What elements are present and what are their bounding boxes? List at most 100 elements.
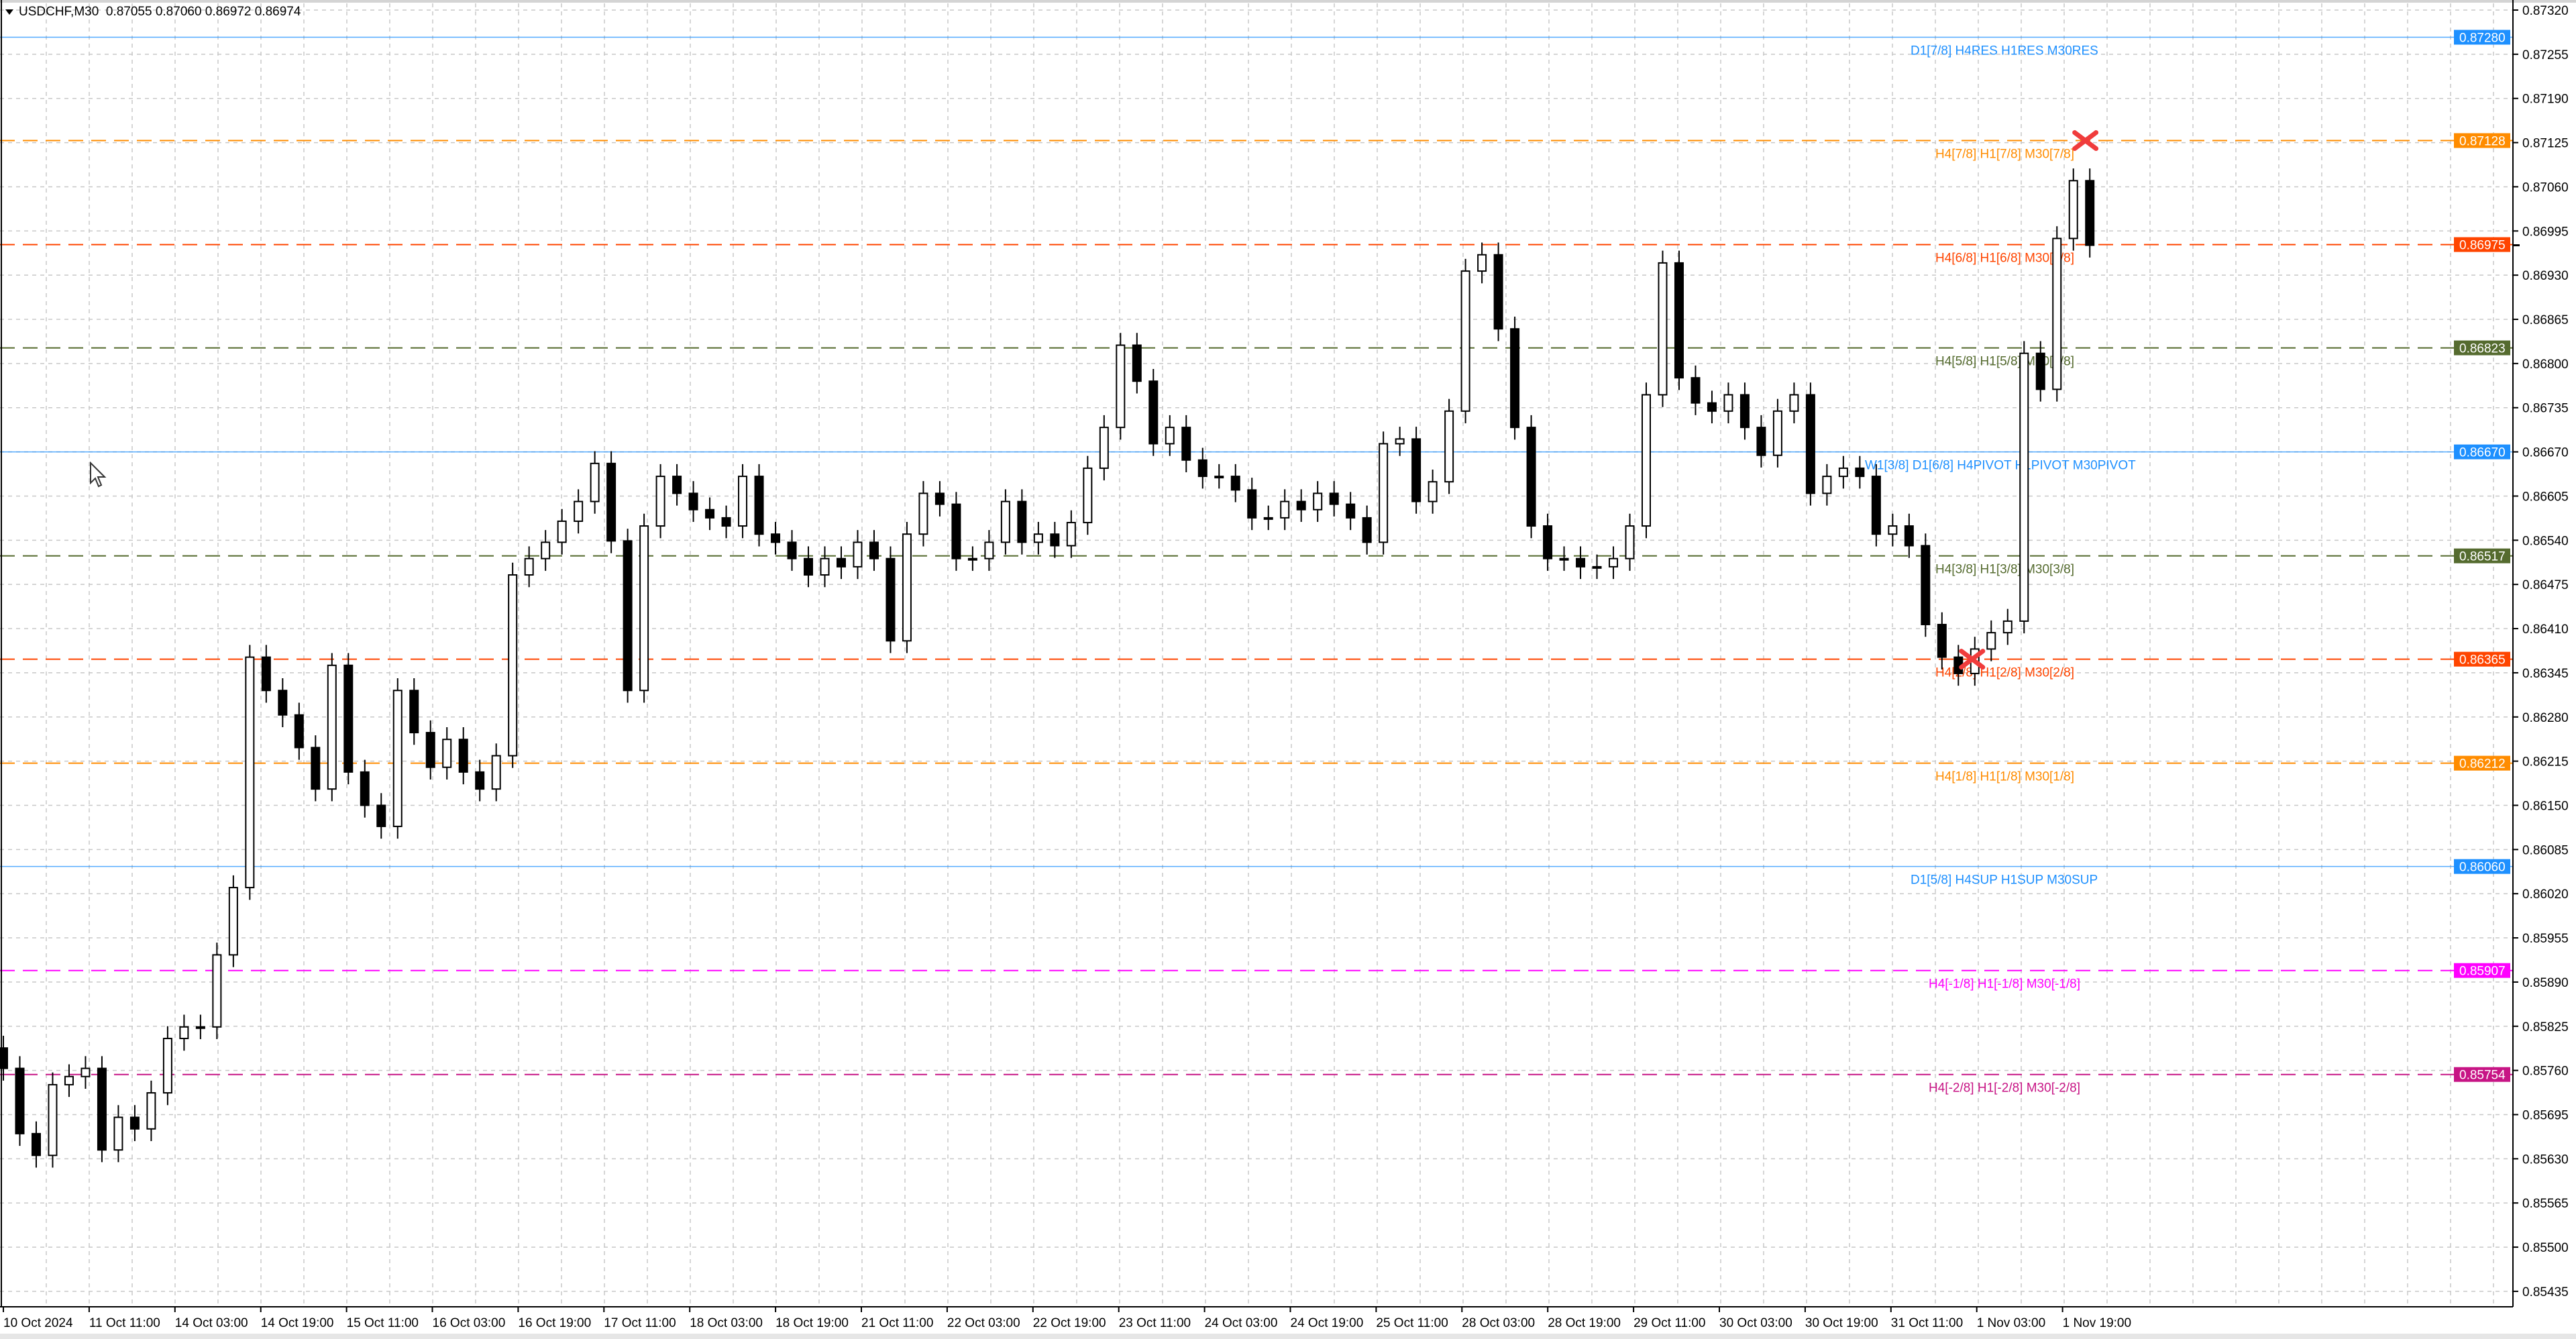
candle-bull [1280,500,1290,519]
candle-bull [820,557,830,576]
x-tick-label: 30 Oct 03:00 [1719,1316,1792,1330]
candle-bear [1855,467,1865,478]
candle-bear [1871,476,1881,535]
candle-bear [31,1132,41,1157]
candle-bear [1707,402,1717,412]
candle-bull [2052,237,2062,390]
candle-bear [623,540,633,692]
candle-bull [228,887,238,956]
y-tick-label: 0.86995 [2522,225,2569,239]
y-tick-label: 0.86150 [2522,799,2569,813]
candle-bear [606,462,616,542]
y-tick-label: 0.87190 [2522,93,2569,107]
y-tick-label: 0.85760 [2522,1065,2569,1079]
level-label: H4[-1/8] H1[-1/8] M30[-1/8] [1929,977,2080,992]
candle-bull [1986,632,1996,650]
x-tick-label: 1 Nov 03:00 [1977,1316,2045,1330]
candle-bull [48,1083,58,1157]
level-price-label: 0.86365 [2459,653,2506,667]
candle-bear [1181,427,1191,461]
candle-bear [1690,377,1701,404]
candle-bull [1559,557,1569,561]
candle-bull [1723,394,1733,412]
level-label: W1[3/8] D1[6/8] H4PIVOT H1PIVOT M30PIVOT [1865,459,2136,473]
candle-bear [278,690,288,716]
candle-bear [787,541,797,559]
candle-bull [1444,410,1454,483]
candle-bear [672,476,682,494]
y-tick-label: 0.86735 [2522,402,2569,416]
grid [0,3,2513,1307]
x-tick-label: 30 Oct 19:00 [1805,1316,1878,1330]
x-tick-label: 14 Oct 03:00 [175,1316,248,1330]
x-tick-label: 10 Oct 2024 [3,1316,73,1330]
candle-bull [1313,492,1323,511]
level-price-tag [2454,548,2510,564]
y-tick-label: 0.85630 [2522,1153,2569,1167]
candle-bull [1642,394,1651,527]
level-lines: D1[7/8] H4RES H1RES M30RES H4[7/8] H1[7/8… [0,36,2513,1095]
y-tick-label: 0.86410 [2522,623,2569,637]
candle-bear [1197,459,1208,478]
x-tick-label: 25 Oct 11:00 [1376,1316,1448,1330]
y-tick-label: 0.87255 [2522,48,2569,62]
candle-bear [1132,344,1142,382]
candle-bull [902,533,912,642]
candle-bull [1099,427,1109,469]
candle-bull [212,954,222,1028]
candle-bear [804,557,814,576]
x-tick-label: 16 Oct 19:00 [518,1316,591,1330]
x-tick-label: 31 Oct 11:00 [1891,1316,1963,1330]
chart-menu-triangle-icon[interactable] [5,9,13,15]
candle-bull [392,690,402,827]
y-tick-label: 0.86670 [2522,446,2569,460]
x-tick-label: 18 Oct 03:00 [690,1316,763,1330]
window-bottom-border [0,1334,2576,1339]
candle-bull [2002,620,2012,634]
candle-bull [918,492,928,535]
candle-bear [1493,254,1503,330]
level-price-tag [2454,755,2510,771]
x-tick-label: 17 Oct 11:00 [604,1316,676,1330]
candle-bull [1395,438,1405,445]
candle-bear [475,771,485,790]
x-tick-label: 11 Oct 11:00 [89,1316,160,1330]
candle-bull [1658,262,1668,396]
candle-bear [1904,525,1914,547]
y-tick-label: 0.87125 [2522,137,2569,151]
candle-bull [541,541,551,559]
candle-bull [508,574,518,757]
candle-bull [524,557,534,576]
candle-bull [1000,500,1010,543]
level-label: H4[6/8] H1[6/8] M30[6/8] [1935,252,2074,266]
candle-bull [195,1026,205,1029]
level-price-label: 0.86823 [2459,342,2506,356]
candle-bear [1296,500,1306,511]
x-tick-label: 14 Oct 19:00 [261,1316,334,1330]
candle-bear [1247,489,1257,519]
candle-bull [1083,467,1093,523]
level-label: H4[2/8] H1[2/8] M30[2/8] [1935,666,2074,680]
x-tick-label: 24 Oct 03:00 [1205,1316,1278,1330]
y-tick-label: 0.86930 [2522,269,2569,283]
candle-bear [1937,623,1947,658]
candle-bull [1428,481,1438,502]
candle-bull [80,1067,91,1077]
candle-bull [967,557,977,561]
level-label: H4[7/8] H1[7/8] M30[7/8] [1935,148,2074,162]
candle-bull [984,541,994,559]
level-price-tag [2454,30,2510,45]
level-price-label: 0.86517 [2459,550,2506,564]
candle-bear [771,533,781,543]
candle-bear [1921,545,1931,625]
candle-bear [97,1067,107,1151]
candle-bear [754,476,764,535]
candle-bear [409,690,419,734]
candle-bear [2085,180,2095,246]
y-tick-label: 0.86280 [2522,711,2569,725]
candle-bear [1346,503,1356,519]
x-tick-label: 28 Oct 03:00 [1462,1316,1535,1330]
x-tick-label: 23 Oct 11:00 [1119,1316,1191,1330]
y-tick-label: 0.85565 [2522,1197,2569,1211]
